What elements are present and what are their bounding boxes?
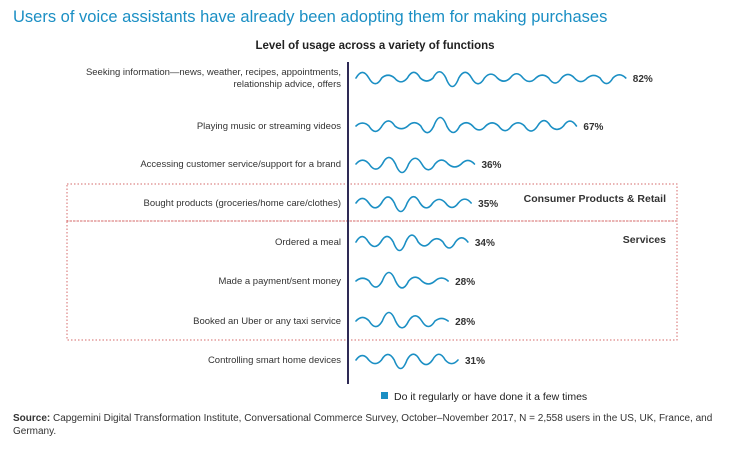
legend-label: Do it regularly or have done it a few ti…	[394, 391, 588, 403]
value-label-2: 36%	[481, 160, 501, 171]
legend: Do it regularly or have done it a few ti…	[381, 391, 587, 403]
category-label-7: Controlling smart home devices	[208, 355, 341, 366]
category-label-line: Made a payment/sent money	[218, 276, 341, 287]
source-note: Source: Capgemini Digital Transformation…	[13, 412, 728, 438]
group-box-1	[66, 220, 678, 341]
wave-bar-2	[355, 156, 476, 174]
value-label-3: 35%	[478, 199, 498, 210]
category-label-line: Accessing customer service/support for a…	[140, 159, 341, 170]
wave-bar-0	[355, 70, 627, 88]
chart-plot: Consumer Products & Retail Services 82% See…	[66, 62, 678, 384]
value-label-7: 31%	[465, 356, 485, 367]
wave-bar-4	[355, 234, 469, 252]
wave-bar-6	[355, 311, 449, 329]
value-label-0: 82%	[633, 74, 653, 85]
category-label-line: Seeking information—news, weather, recip…	[86, 67, 341, 78]
source-text: Capgemini Digital Transformation Institu…	[13, 413, 713, 437]
category-label-6: Booked an Uber or any taxi service	[193, 316, 341, 327]
category-label-0: Seeking information—news, weather, recip…	[86, 67, 341, 90]
category-label-line: relationship advice, offers	[233, 79, 341, 90]
chart-subtitle: Level of usage across a variety of funct…	[255, 40, 495, 52]
chart-title: Users of voice assistants have already b…	[13, 8, 608, 26]
category-label-4: Ordered a meal	[275, 237, 341, 248]
category-label-line: Booked an Uber or any taxi service	[193, 316, 341, 327]
value-label-4: 34%	[475, 238, 495, 249]
wave-bar-5	[355, 271, 449, 289]
category-label-line: Controlling smart home devices	[208, 355, 341, 366]
source-prefix: Source:	[13, 413, 51, 424]
value-label-6: 28%	[455, 317, 475, 328]
category-label-2: Accessing customer service/support for a…	[140, 159, 341, 170]
group-label-1: Services	[623, 234, 666, 246]
wave-bar-1	[355, 116, 578, 134]
category-label-line: Playing music or streaming videos	[197, 121, 341, 132]
legend-swatch	[381, 392, 388, 399]
category-label-1: Playing music or streaming videos	[197, 121, 341, 132]
category-label-3: Bought products (groceries/home care/clo…	[144, 198, 342, 209]
group-label-0: Consumer Products & Retail	[524, 193, 666, 205]
wave-bar-7	[355, 353, 459, 370]
wave-bar-3	[355, 195, 472, 213]
value-label-1: 67%	[583, 122, 603, 133]
category-label-5: Made a payment/sent money	[218, 276, 341, 287]
category-label-line: Ordered a meal	[275, 237, 341, 248]
value-label-5: 28%	[455, 277, 475, 288]
category-label-line: Bought products (groceries/home care/clo…	[144, 198, 342, 209]
